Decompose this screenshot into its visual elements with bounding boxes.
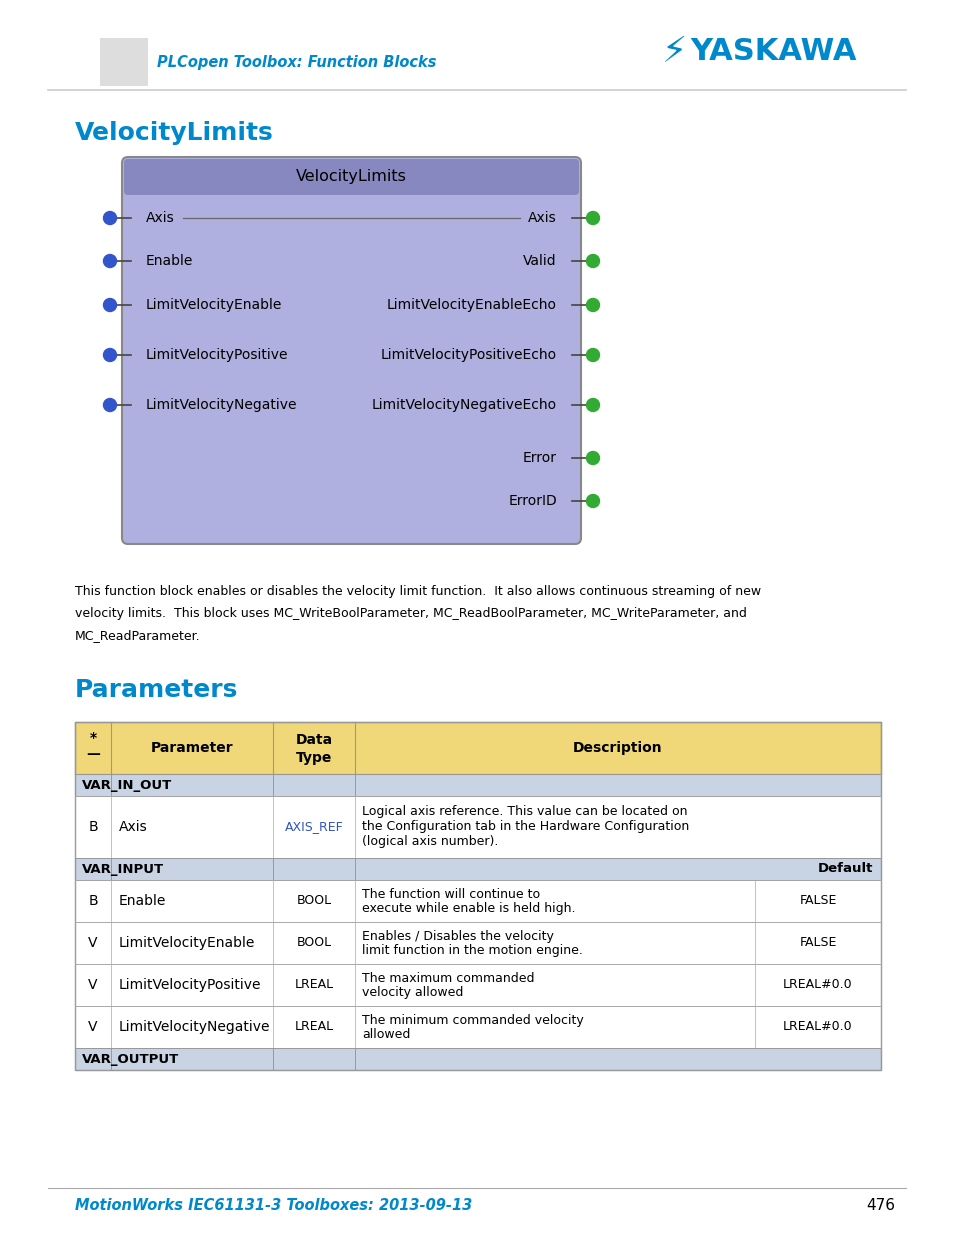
Text: VAR_IN_OUT: VAR_IN_OUT bbox=[82, 778, 172, 792]
Text: Default: Default bbox=[817, 862, 872, 876]
Circle shape bbox=[103, 211, 116, 225]
Text: PLCopen Toolbox: Function Blocks: PLCopen Toolbox: Function Blocks bbox=[157, 54, 436, 69]
Text: LimitVelocityNegativeEcho: LimitVelocityNegativeEcho bbox=[372, 398, 557, 412]
Text: Enables / Disables the velocity: Enables / Disables the velocity bbox=[361, 930, 554, 944]
Text: FALSE: FALSE bbox=[799, 894, 836, 908]
Text: LimitVelocityNegative: LimitVelocityNegative bbox=[146, 398, 297, 412]
FancyBboxPatch shape bbox=[75, 1007, 880, 1049]
Text: B: B bbox=[88, 894, 98, 908]
Text: ⚡: ⚡ bbox=[661, 35, 687, 69]
Text: *: * bbox=[90, 731, 96, 745]
Text: Valid: Valid bbox=[523, 254, 557, 268]
Text: limit function in the motion engine.: limit function in the motion engine. bbox=[361, 944, 582, 957]
Text: Data: Data bbox=[295, 734, 333, 747]
Circle shape bbox=[586, 452, 598, 464]
Text: LimitVelocityEnableEcho: LimitVelocityEnableEcho bbox=[387, 298, 557, 312]
FancyBboxPatch shape bbox=[75, 965, 880, 1007]
Text: ErrorID: ErrorID bbox=[508, 494, 557, 508]
Text: BOOL: BOOL bbox=[296, 936, 332, 950]
Text: B: B bbox=[88, 820, 98, 834]
Text: AXIS_REF: AXIS_REF bbox=[284, 820, 343, 834]
Text: —: — bbox=[86, 747, 100, 761]
FancyBboxPatch shape bbox=[122, 157, 580, 543]
FancyBboxPatch shape bbox=[75, 881, 880, 923]
FancyBboxPatch shape bbox=[75, 774, 880, 797]
Text: Parameters: Parameters bbox=[75, 678, 238, 701]
Text: allowed: allowed bbox=[361, 1028, 410, 1041]
Text: Axis: Axis bbox=[146, 211, 174, 225]
Text: VelocityLimits: VelocityLimits bbox=[295, 169, 407, 184]
FancyBboxPatch shape bbox=[75, 923, 880, 965]
Text: YASKAWA: YASKAWA bbox=[689, 37, 856, 67]
Text: MotionWorks IEC61131-3 Toolboxes: 2013-09-13: MotionWorks IEC61131-3 Toolboxes: 2013-0… bbox=[75, 1198, 472, 1213]
Text: LimitVelocityEnable: LimitVelocityEnable bbox=[146, 298, 282, 312]
Circle shape bbox=[586, 299, 598, 311]
Text: execute while enable is held high.: execute while enable is held high. bbox=[361, 902, 575, 915]
Text: LREAL: LREAL bbox=[294, 1020, 334, 1034]
Text: LREAL#0.0: LREAL#0.0 bbox=[782, 978, 852, 992]
FancyBboxPatch shape bbox=[128, 183, 575, 191]
Text: Error: Error bbox=[522, 451, 557, 466]
Text: VAR_INPUT: VAR_INPUT bbox=[82, 862, 164, 876]
FancyBboxPatch shape bbox=[75, 722, 880, 774]
Circle shape bbox=[103, 399, 116, 411]
Text: BOOL: BOOL bbox=[296, 894, 332, 908]
Text: The maximum commanded: The maximum commanded bbox=[361, 972, 534, 986]
Circle shape bbox=[586, 348, 598, 362]
Text: LREAL: LREAL bbox=[294, 978, 334, 992]
Text: Enable: Enable bbox=[119, 894, 166, 908]
Text: Enable: Enable bbox=[146, 254, 193, 268]
Text: Axis: Axis bbox=[528, 211, 557, 225]
Circle shape bbox=[586, 254, 598, 268]
Text: (logical axis number).: (logical axis number). bbox=[361, 835, 497, 848]
Text: V: V bbox=[89, 978, 97, 992]
Text: 476: 476 bbox=[865, 1198, 894, 1213]
Text: velocity allowed: velocity allowed bbox=[361, 986, 463, 999]
Text: LimitVelocityPositive: LimitVelocityPositive bbox=[146, 348, 288, 362]
FancyBboxPatch shape bbox=[75, 797, 880, 858]
Text: This function block enables or disables the velocity limit function.  It also al: This function block enables or disables … bbox=[75, 585, 760, 598]
Circle shape bbox=[586, 399, 598, 411]
Text: LimitVelocityEnable: LimitVelocityEnable bbox=[119, 936, 255, 950]
Circle shape bbox=[586, 494, 598, 508]
Text: LimitVelocityPositive: LimitVelocityPositive bbox=[119, 978, 261, 992]
Text: the Configuration tab in the Hardware Configuration: the Configuration tab in the Hardware Co… bbox=[361, 820, 688, 832]
Circle shape bbox=[103, 254, 116, 268]
Text: LimitVelocityPositiveEcho: LimitVelocityPositiveEcho bbox=[380, 348, 557, 362]
Circle shape bbox=[103, 299, 116, 311]
Text: Type: Type bbox=[295, 751, 332, 764]
Text: velocity limits.  This block uses MC_WriteBoolParameter, MC_ReadBoolParameter, M: velocity limits. This block uses MC_Writ… bbox=[75, 606, 746, 620]
Text: Description: Description bbox=[573, 741, 662, 755]
Text: VAR_OUTPUT: VAR_OUTPUT bbox=[82, 1052, 179, 1066]
Text: Parameter: Parameter bbox=[151, 741, 233, 755]
Text: Axis: Axis bbox=[119, 820, 148, 834]
FancyBboxPatch shape bbox=[100, 38, 148, 86]
FancyBboxPatch shape bbox=[75, 858, 880, 881]
FancyBboxPatch shape bbox=[124, 159, 578, 195]
Text: Logical axis reference. This value can be located on: Logical axis reference. This value can b… bbox=[361, 805, 687, 818]
Text: FALSE: FALSE bbox=[799, 936, 836, 950]
Circle shape bbox=[586, 211, 598, 225]
Text: V: V bbox=[89, 936, 97, 950]
Text: The minimum commanded velocity: The minimum commanded velocity bbox=[361, 1014, 583, 1028]
Circle shape bbox=[103, 348, 116, 362]
Text: V: V bbox=[89, 1020, 97, 1034]
Text: LimitVelocityNegative: LimitVelocityNegative bbox=[119, 1020, 271, 1034]
Text: VelocityLimits: VelocityLimits bbox=[75, 121, 274, 144]
Text: LREAL#0.0: LREAL#0.0 bbox=[782, 1020, 852, 1034]
Text: The function will continue to: The function will continue to bbox=[361, 888, 539, 902]
Text: MC_ReadParameter.: MC_ReadParameter. bbox=[75, 629, 200, 642]
FancyBboxPatch shape bbox=[75, 1049, 880, 1070]
